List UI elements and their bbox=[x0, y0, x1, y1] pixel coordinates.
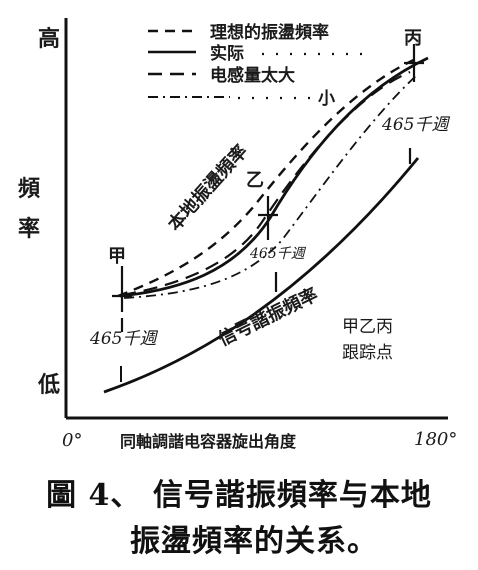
tracking-point-a-marker bbox=[112, 266, 132, 332]
x-axis-title: 同軸調諧电容器旋出角度 bbox=[120, 432, 297, 451]
large-inductance-curve bbox=[121, 70, 411, 297]
y-title-char-2: 率 bbox=[18, 216, 40, 242]
figure-caption-line-1: 圖 4、 信号諧振頻率与本地 bbox=[46, 478, 432, 513]
y-title-char-1: 頻 bbox=[18, 176, 40, 202]
signal-resonance-curve bbox=[103, 157, 420, 394]
tracking-point-b-marker bbox=[258, 196, 278, 292]
legend-small-label: 小 bbox=[318, 89, 335, 109]
point-a-label: 甲 bbox=[108, 246, 126, 267]
freq-label-b: 465千週 bbox=[249, 246, 307, 262]
freq-label-a: 465千週 bbox=[89, 329, 158, 349]
y-low-label: 低 bbox=[37, 372, 60, 398]
ideal-oscillator-curve bbox=[117, 56, 419, 298]
tracking-points-label-2: 跟踪点 bbox=[342, 343, 393, 363]
point-c-label: 丙 bbox=[404, 28, 422, 49]
y-high-label: 高 bbox=[38, 26, 60, 52]
freq-label-c: 465千週 bbox=[381, 115, 450, 135]
tracking-points-label-1: 甲乙丙 bbox=[342, 317, 393, 337]
legend-large-label: 电感量太大 bbox=[210, 65, 295, 86]
legend-ideal-label: 理想的振盪頻率 bbox=[210, 22, 329, 43]
signal-resonance-label: 信号諧振頻率 bbox=[215, 283, 322, 350]
tracking-point-c-marker bbox=[404, 44, 424, 164]
x-start-label: 0° bbox=[62, 430, 82, 451]
legend-actual-label: 实际 bbox=[210, 43, 244, 64]
point-b-label: 乙 bbox=[246, 170, 264, 191]
figure-caption-line-2: 振盪頻率的关系。 bbox=[130, 524, 378, 559]
small-inductance-curve bbox=[123, 73, 419, 299]
x-end-label: 180° bbox=[414, 429, 457, 450]
